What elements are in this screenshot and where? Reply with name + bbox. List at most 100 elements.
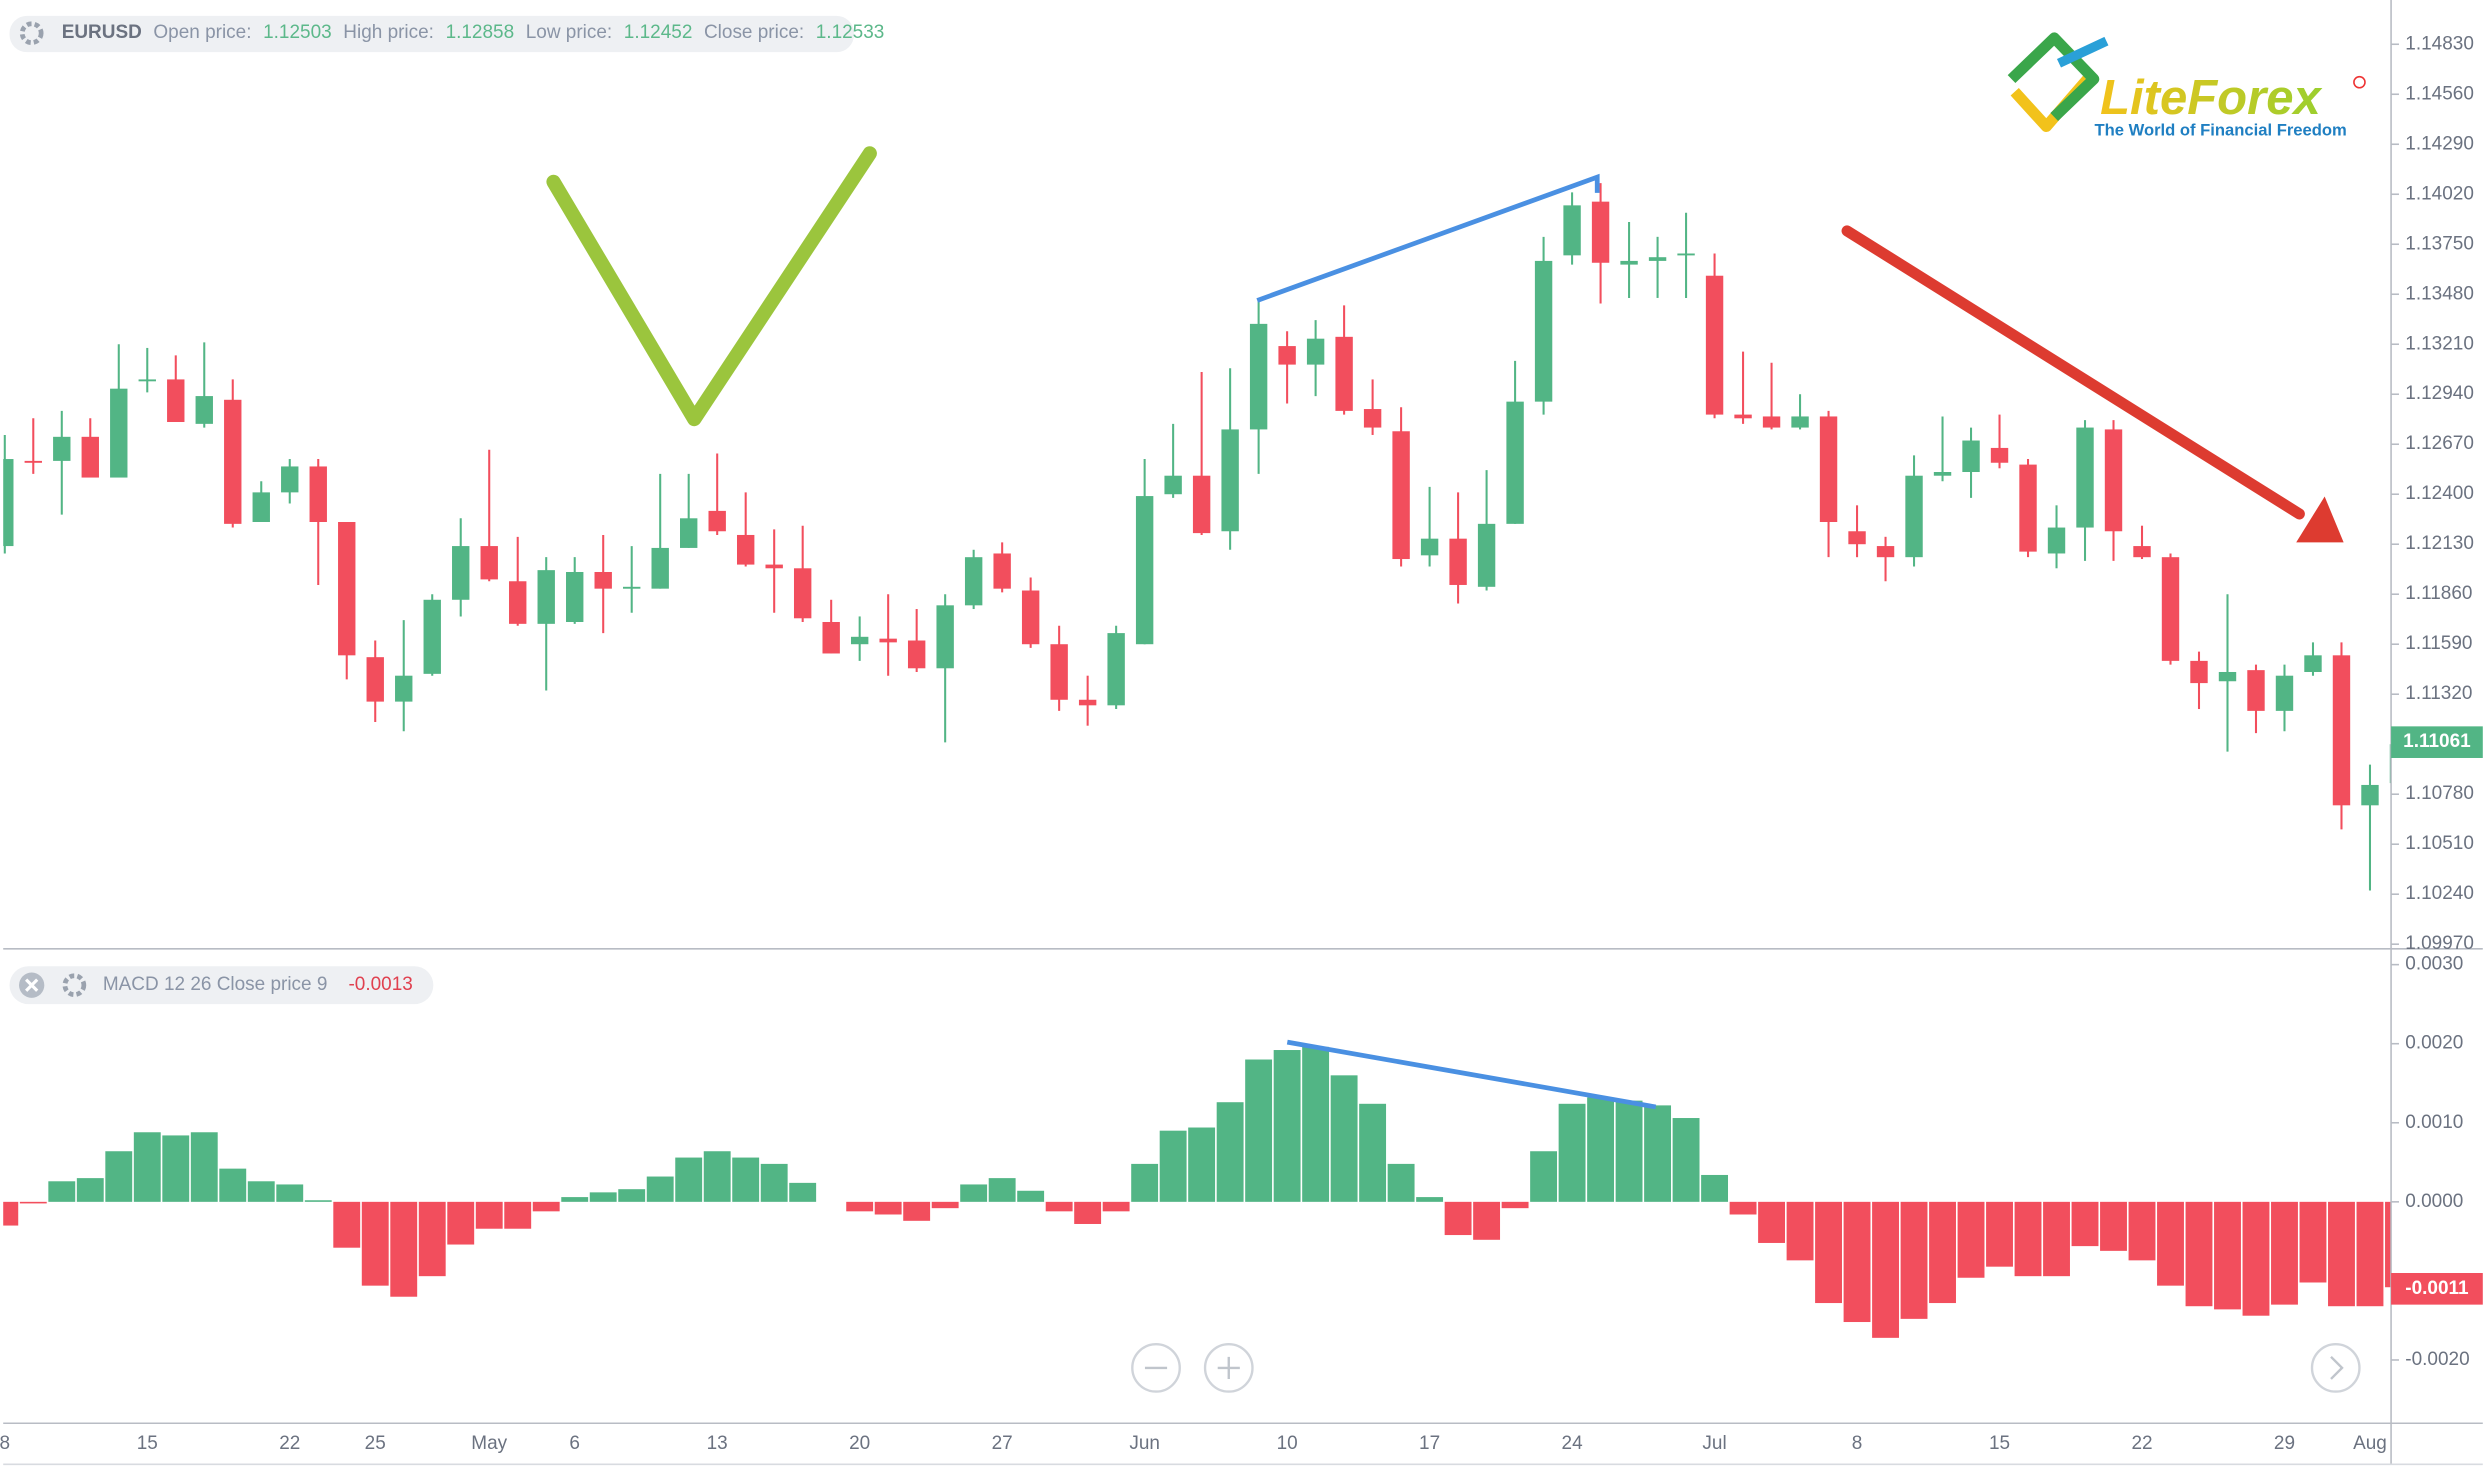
candle-body — [822, 621, 840, 654]
candle-body — [1563, 205, 1581, 256]
histogram-bar — [1074, 1201, 1102, 1224]
candle-body — [1278, 346, 1296, 365]
histogram-bar — [219, 1168, 247, 1202]
candle-body — [1962, 440, 1980, 473]
x-tick-label: 10 — [1277, 1433, 1298, 1454]
candle-body — [793, 568, 812, 619]
histogram-bar — [247, 1181, 275, 1202]
histogram-bar — [304, 1200, 332, 1202]
histogram-bar — [1302, 1046, 1330, 1202]
candle-body — [2190, 660, 2208, 684]
histogram-bar — [2185, 1201, 2213, 1307]
x-tick-label: 25 — [365, 1433, 386, 1454]
candle-body — [651, 547, 669, 589]
histogram-bar — [1986, 1201, 2013, 1267]
histogram-bar — [646, 1176, 674, 1202]
histogram-bar — [1416, 1197, 1444, 1202]
settings-icon[interactable] — [19, 21, 44, 46]
histogram-bar — [789, 1182, 817, 1202]
candle-body — [1534, 260, 1553, 402]
candle-body — [1135, 496, 1154, 645]
x-tick-label: 17 — [1419, 1433, 1440, 1454]
v-annotation — [546, 146, 877, 427]
y-tick-label: 1.14020 — [2405, 183, 2474, 204]
candle-body — [1677, 253, 1695, 256]
candle-body — [1990, 447, 2009, 463]
histogram-bar — [618, 1189, 646, 1202]
histogram-bar — [2299, 1201, 2327, 1283]
histogram-bar — [1330, 1075, 1358, 1202]
x-tick-label: 27 — [992, 1433, 1013, 1454]
plot-area — [3, 183, 2392, 1338]
candle-body — [2332, 655, 2351, 806]
ohlc-value: 1.12858 — [446, 22, 515, 43]
x-tick-label: 15 — [1989, 1433, 2010, 1454]
candle-body — [1791, 416, 1809, 428]
histogram-bar — [2043, 1201, 2070, 1277]
candle-body — [879, 638, 897, 643]
settings-icon[interactable] — [62, 973, 87, 998]
candle-body — [509, 581, 527, 624]
histogram-bar — [1017, 1190, 1045, 1202]
candle-body — [537, 570, 555, 624]
histogram-bar — [1843, 1201, 1871, 1323]
histogram-bar — [1188, 1127, 1216, 1202]
histogram-bar — [846, 1201, 874, 1212]
y-tick-label: 1.10780 — [2405, 783, 2474, 804]
histogram-bar — [960, 1184, 988, 1202]
histogram-bar — [1815, 1201, 1842, 1304]
candle-body — [110, 388, 128, 478]
last-value-label: 1.11061 — [2403, 731, 2471, 752]
x-tick-label: 8 — [1852, 1433, 1863, 1454]
candle-body — [736, 534, 755, 565]
histogram-bar — [48, 1181, 76, 1202]
histogram-bar — [1444, 1201, 1472, 1236]
candle-body — [1021, 590, 1040, 645]
last-value-label: -0.0011 — [2405, 1278, 2469, 1299]
candle-body — [2218, 671, 2237, 682]
histogram-bar — [2242, 1201, 2270, 1316]
histogram-bar — [2128, 1201, 2156, 1261]
candle-body — [850, 636, 869, 645]
histogram-bar — [1615, 1100, 1643, 1202]
candle-body — [281, 466, 299, 493]
histogram-bar — [361, 1201, 389, 1286]
x-tick-label: May — [471, 1433, 507, 1454]
last-value-badge — [2391, 726, 2483, 758]
ohlc-value: 1.12452 — [624, 22, 693, 43]
histogram-bar — [1957, 1201, 1985, 1278]
histogram-bar — [1273, 1050, 1301, 1202]
ohlc-header-bg — [9, 15, 854, 53]
scroll-right-button[interactable] — [2310, 1342, 2361, 1393]
histogram-bar — [903, 1201, 931, 1221]
candle-body — [395, 675, 413, 702]
candle-body — [81, 436, 99, 478]
price-trendline — [1256, 173, 1600, 303]
logo: LiteForex The World of Financial Freedom — [2007, 32, 2366, 140]
y-tick-label: 1.14560 — [2405, 83, 2474, 104]
logo-mark-blue — [2056, 36, 2109, 68]
y-tick-label: 1.10240 — [2405, 883, 2474, 904]
candle-body — [1705, 275, 1724, 415]
candle-body — [252, 492, 270, 523]
ohlc-label: High price: — [343, 22, 434, 43]
histogram-bar — [1587, 1097, 1615, 1202]
histogram-bar — [418, 1201, 446, 1277]
histogram-bar — [532, 1201, 560, 1212]
candle-body — [138, 379, 156, 382]
candle-body — [1363, 409, 1382, 428]
histogram-bar — [675, 1157, 703, 1202]
candle-body — [936, 605, 954, 669]
candle-body — [452, 546, 470, 600]
candle-body — [1591, 201, 1610, 263]
x-tick-label: 29 — [2274, 1433, 2295, 1454]
histogram-bar — [390, 1201, 418, 1297]
ohlc-label: Open price: — [153, 22, 251, 43]
y-tick-label: 0.0020 — [2405, 1033, 2463, 1054]
y-tick-label: 1.11320 — [2405, 683, 2472, 704]
x-tick-label: 24 — [1562, 1433, 1583, 1454]
symbol: EURUSD — [62, 22, 142, 43]
histogram-bar — [1672, 1118, 1700, 1202]
histogram-bar — [447, 1201, 475, 1245]
